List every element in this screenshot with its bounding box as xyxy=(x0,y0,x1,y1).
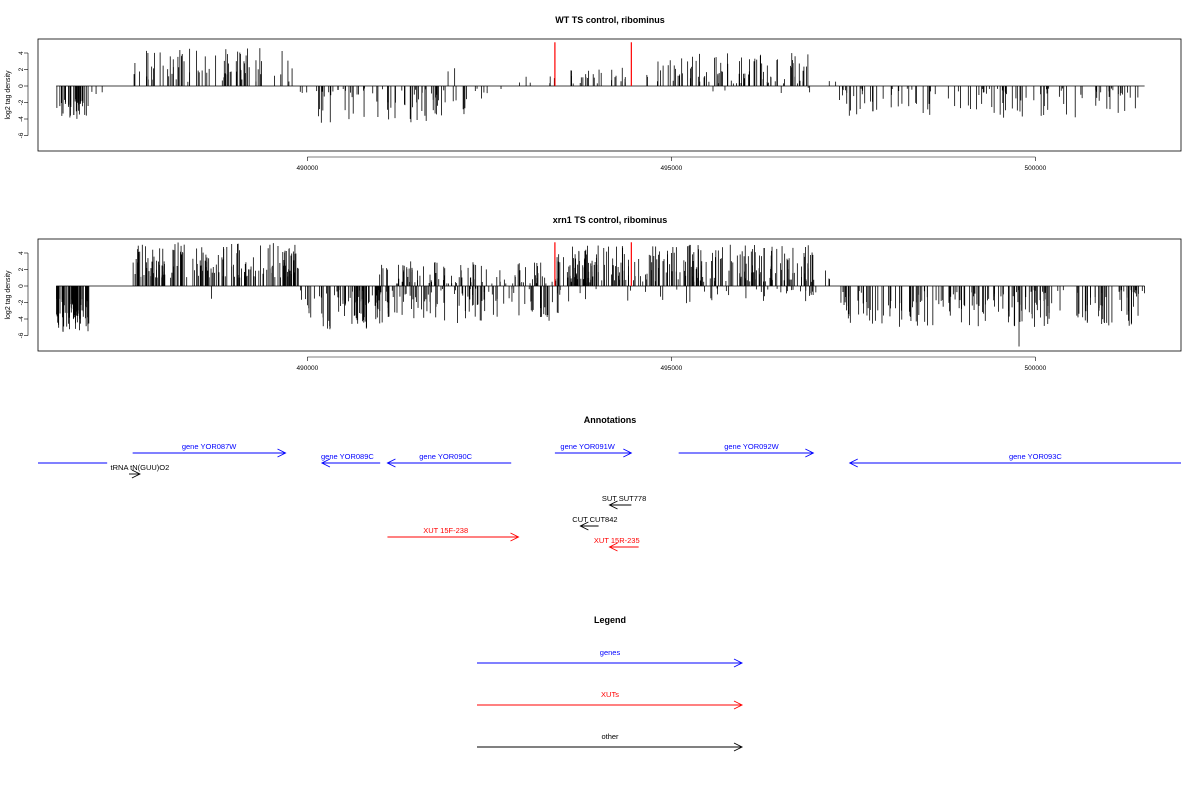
annotations-title: Annotations xyxy=(584,415,637,425)
legend-title: Legend xyxy=(594,615,626,625)
annotation-feature: gene YOR089C xyxy=(320,452,381,468)
panel-2-bars xyxy=(56,242,1145,347)
legend-item: XUTs xyxy=(477,690,744,710)
annotation-feature: CUT CUT842 xyxy=(572,515,618,531)
feature-arrow-head xyxy=(320,458,331,468)
feature-arrow-head xyxy=(277,448,287,458)
y-tick-label: -2 xyxy=(18,299,25,305)
legend-panel: Legend genes XUTs other xyxy=(477,615,744,752)
y-tick-label: 0 xyxy=(18,284,25,288)
annotation-feature: XUT 15R-235 xyxy=(594,536,640,552)
panel-xrn1: xrn1 TS control, ribominus 4 2 0 -2 -4 -6 4900… xyxy=(5,215,1182,372)
feature-arrow-head xyxy=(579,521,589,531)
legend-label: other xyxy=(601,732,619,741)
y-tick-label: 2 xyxy=(18,267,25,271)
y-tick-label: 2 xyxy=(18,67,25,71)
y-tick-label: -6 xyxy=(18,332,25,338)
x-tick-label: 490000 xyxy=(297,365,319,372)
feature-arrow-head xyxy=(608,542,618,552)
feature-arrow-head xyxy=(131,469,141,479)
annotation-feature: gene YOR087W xyxy=(132,442,287,458)
annotation-label: gene YOR092W xyxy=(724,442,779,451)
x-tick-label: 490000 xyxy=(297,165,319,172)
y-tick-label: -4 xyxy=(18,116,25,122)
x-tick-label: 495000 xyxy=(661,165,683,172)
panel-2-axes: 4 2 0 -2 -4 -6 490000 495000 500000 xyxy=(18,251,1047,372)
annotation-label: gene YOR089C xyxy=(321,452,374,461)
feature-arrow-head xyxy=(608,500,618,510)
panel-2-ylabel: log2 tag density xyxy=(5,270,12,320)
x-tick-label: 500000 xyxy=(1025,165,1047,172)
feature-arrow-head xyxy=(848,458,858,468)
panel-2-title: xrn1 TS control, ribominus xyxy=(553,215,668,225)
feature-arrow-head xyxy=(733,742,744,752)
legend-item: other xyxy=(477,732,744,752)
annotation-features: gene YOR087W gene YOR089C gene YOR090C gene… xyxy=(38,442,1181,552)
legend-label: XUTs xyxy=(601,690,619,699)
x-tick-label: 500000 xyxy=(1025,365,1047,372)
annotation-label: XUT 15F-238 xyxy=(423,526,468,535)
panel-wt: WT TS control, ribominus 4 2 0 -2 -4 -6 490000… xyxy=(5,15,1182,172)
panel-1-frame xyxy=(37,38,1182,152)
annotation-label: CUT CUT842 xyxy=(572,515,617,524)
annotation-label: XUT 15R-235 xyxy=(594,536,640,545)
annotation-feature: gene YOR091W xyxy=(554,442,633,458)
annotation-label: SUT SUT778 xyxy=(602,494,646,503)
feature-arrow-head xyxy=(733,658,744,668)
panel-1-bars xyxy=(56,42,1145,123)
y-tick-label: 4 xyxy=(18,251,25,255)
y-tick-label: -4 xyxy=(18,316,25,322)
panel-1-axes: 4 2 0 -2 -4 -6 490000 495000 500000 xyxy=(18,51,1047,172)
y-tick-label: 4 xyxy=(18,51,25,55)
y-tick-label: -6 xyxy=(18,132,25,138)
annotation-feature: gene YOR092W xyxy=(678,442,815,458)
legend-items: genes XUTs other xyxy=(477,648,744,752)
annotation-label: gene YOR087W xyxy=(182,442,237,451)
annotation-label: gene YOR091W xyxy=(560,442,615,451)
x-tick-label: 495000 xyxy=(661,365,683,372)
annotation-feature: SUT SUT778 xyxy=(602,494,646,510)
legend-item: genes xyxy=(477,648,744,668)
legend-label: genes xyxy=(600,648,621,657)
annotation-label: gene YOR090C xyxy=(419,452,472,461)
panel-1-ylabel: log2 tag density xyxy=(5,70,12,120)
annotation-label: gene YOR093C xyxy=(1009,452,1062,461)
feature-arrow-head xyxy=(510,532,520,542)
annotation-feature: gene YOR093C xyxy=(848,452,1181,468)
annotation-feature: gene YOR090C xyxy=(386,452,512,468)
annotation-feature: tRNA tN(GUU)O2 xyxy=(111,463,170,479)
panel-1-title: WT TS control, ribominus xyxy=(555,15,665,25)
y-tick-label: -2 xyxy=(18,99,25,105)
annotation-label: tRNA tN(GUU)O2 xyxy=(111,463,170,472)
feature-arrow-head xyxy=(386,458,396,468)
feature-arrow-head xyxy=(733,700,744,710)
y-tick-label: 0 xyxy=(18,84,25,88)
feature-arrow-head xyxy=(623,448,633,458)
panel-2-frame xyxy=(37,238,1182,352)
annotation-feature: XUT 15F-238 xyxy=(387,526,520,542)
feature-arrow-head xyxy=(805,448,815,458)
